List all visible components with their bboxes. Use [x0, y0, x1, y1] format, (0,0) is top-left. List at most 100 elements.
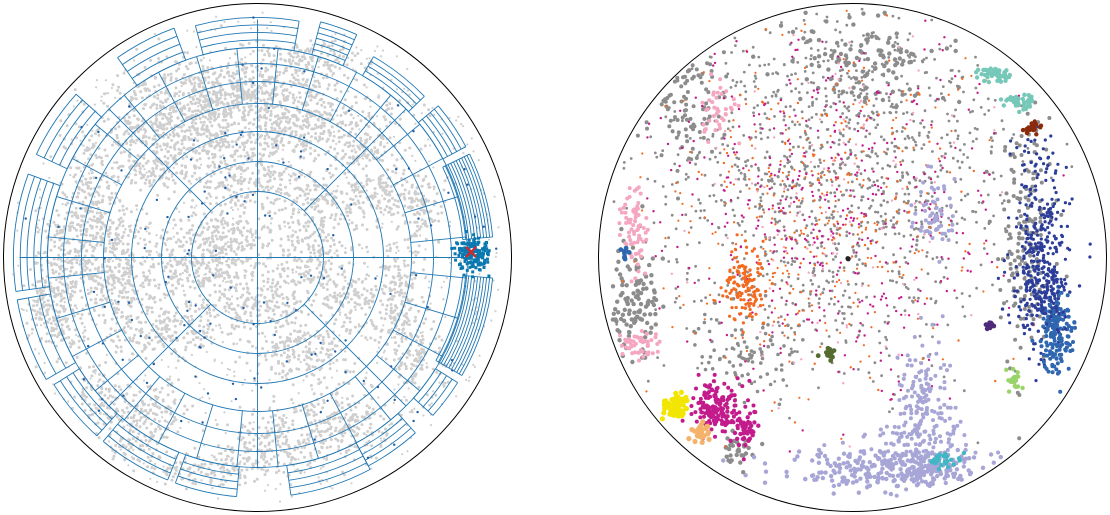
- background-point: [145, 292, 148, 296]
- background-point: [364, 376, 368, 380]
- background-point: [338, 217, 342, 221]
- background-point: [323, 216, 327, 219]
- background-point: [291, 93, 295, 97]
- background-point: [183, 262, 187, 266]
- background-point: [228, 297, 231, 301]
- background-point: [350, 58, 354, 62]
- background-point: [95, 287, 99, 291]
- background-point: [308, 451, 312, 455]
- background-point: [184, 302, 188, 306]
- background-point: [143, 409, 147, 413]
- background-point: [41, 296, 45, 300]
- background-point: [59, 292, 63, 296]
- background-point: [115, 311, 119, 315]
- background-point: [249, 104, 253, 108]
- background-point: [257, 261, 261, 265]
- background-point: [50, 263, 54, 267]
- background-point: [182, 73, 186, 76]
- background-point: [76, 223, 80, 227]
- background-point: [175, 260, 179, 264]
- background-point: [266, 49, 270, 53]
- background-point: [182, 123, 186, 127]
- background-point: [166, 118, 170, 122]
- background-point: [183, 51, 186, 55]
- background-point: [140, 83, 144, 87]
- background-point: [332, 49, 336, 53]
- background-point: [346, 161, 349, 165]
- background-point: [180, 320, 184, 323]
- background-point: [276, 439, 280, 443]
- background-point: [293, 98, 297, 102]
- background-point: [34, 209, 38, 213]
- background-point: [116, 121, 119, 124]
- background-point: [101, 194, 105, 198]
- background-point: [83, 214, 86, 218]
- background-point: [212, 308, 216, 312]
- background-point: [102, 119, 106, 123]
- background-point: [217, 112, 221, 116]
- background-point: [152, 278, 156, 282]
- background-point: [157, 283, 161, 287]
- background-point: [111, 221, 115, 224]
- background-point: [253, 200, 257, 204]
- background-point: [290, 73, 294, 77]
- background-point: [369, 383, 373, 387]
- background-point: [141, 173, 145, 177]
- background-point: [157, 37, 161, 41]
- background-point: [191, 404, 195, 408]
- background-point: [312, 414, 316, 417]
- background-point: [341, 163, 345, 167]
- background-point: [267, 52, 271, 56]
- background-point: [102, 101, 106, 105]
- background-point: [260, 434, 264, 438]
- background-point: [385, 304, 389, 308]
- background-point: [220, 222, 224, 226]
- background-point: [218, 284, 222, 288]
- background-point: [250, 94, 254, 98]
- background-point: [257, 180, 261, 184]
- background-point: [127, 159, 131, 163]
- background-point: [147, 306, 151, 310]
- background-point: [90, 200, 94, 204]
- background-point: [359, 139, 363, 143]
- background-point: [181, 243, 185, 247]
- background-point: [117, 385, 121, 389]
- background-point: [209, 180, 213, 184]
- background-point: [287, 426, 291, 430]
- left-disk-plot: [3, 3, 512, 512]
- background-point: [382, 145, 386, 149]
- background-point: [393, 335, 397, 339]
- background-point: [265, 196, 269, 200]
- background-point: [229, 280, 233, 284]
- background-point: [246, 290, 249, 294]
- background-point: [396, 290, 400, 294]
- background-point: [89, 187, 93, 191]
- background-point: [220, 101, 224, 104]
- background-point: [215, 93, 218, 97]
- background-point: [193, 102, 197, 106]
- background-point: [110, 338, 114, 342]
- background-point: [342, 133, 346, 137]
- background-point: [216, 185, 220, 189]
- background-point: [392, 318, 396, 322]
- background-point: [253, 243, 256, 247]
- background-point: [85, 395, 88, 399]
- background-point: [263, 53, 267, 57]
- background-point: [178, 277, 182, 281]
- background-point: [402, 323, 405, 327]
- background-point: [237, 108, 241, 112]
- background-point: [223, 306, 227, 310]
- background-point: [332, 134, 336, 138]
- background-point: [83, 254, 87, 258]
- background-point: [327, 128, 331, 132]
- background-point: [285, 108, 289, 112]
- background-point: [135, 47, 139, 51]
- background-point: [148, 181, 152, 185]
- background-point: [239, 219, 243, 223]
- background-point: [68, 298, 72, 302]
- background-point: [238, 355, 242, 359]
- background-point: [372, 140, 376, 144]
- background-point: [152, 85, 156, 89]
- background-point: [439, 205, 443, 208]
- background-point: [392, 276, 396, 280]
